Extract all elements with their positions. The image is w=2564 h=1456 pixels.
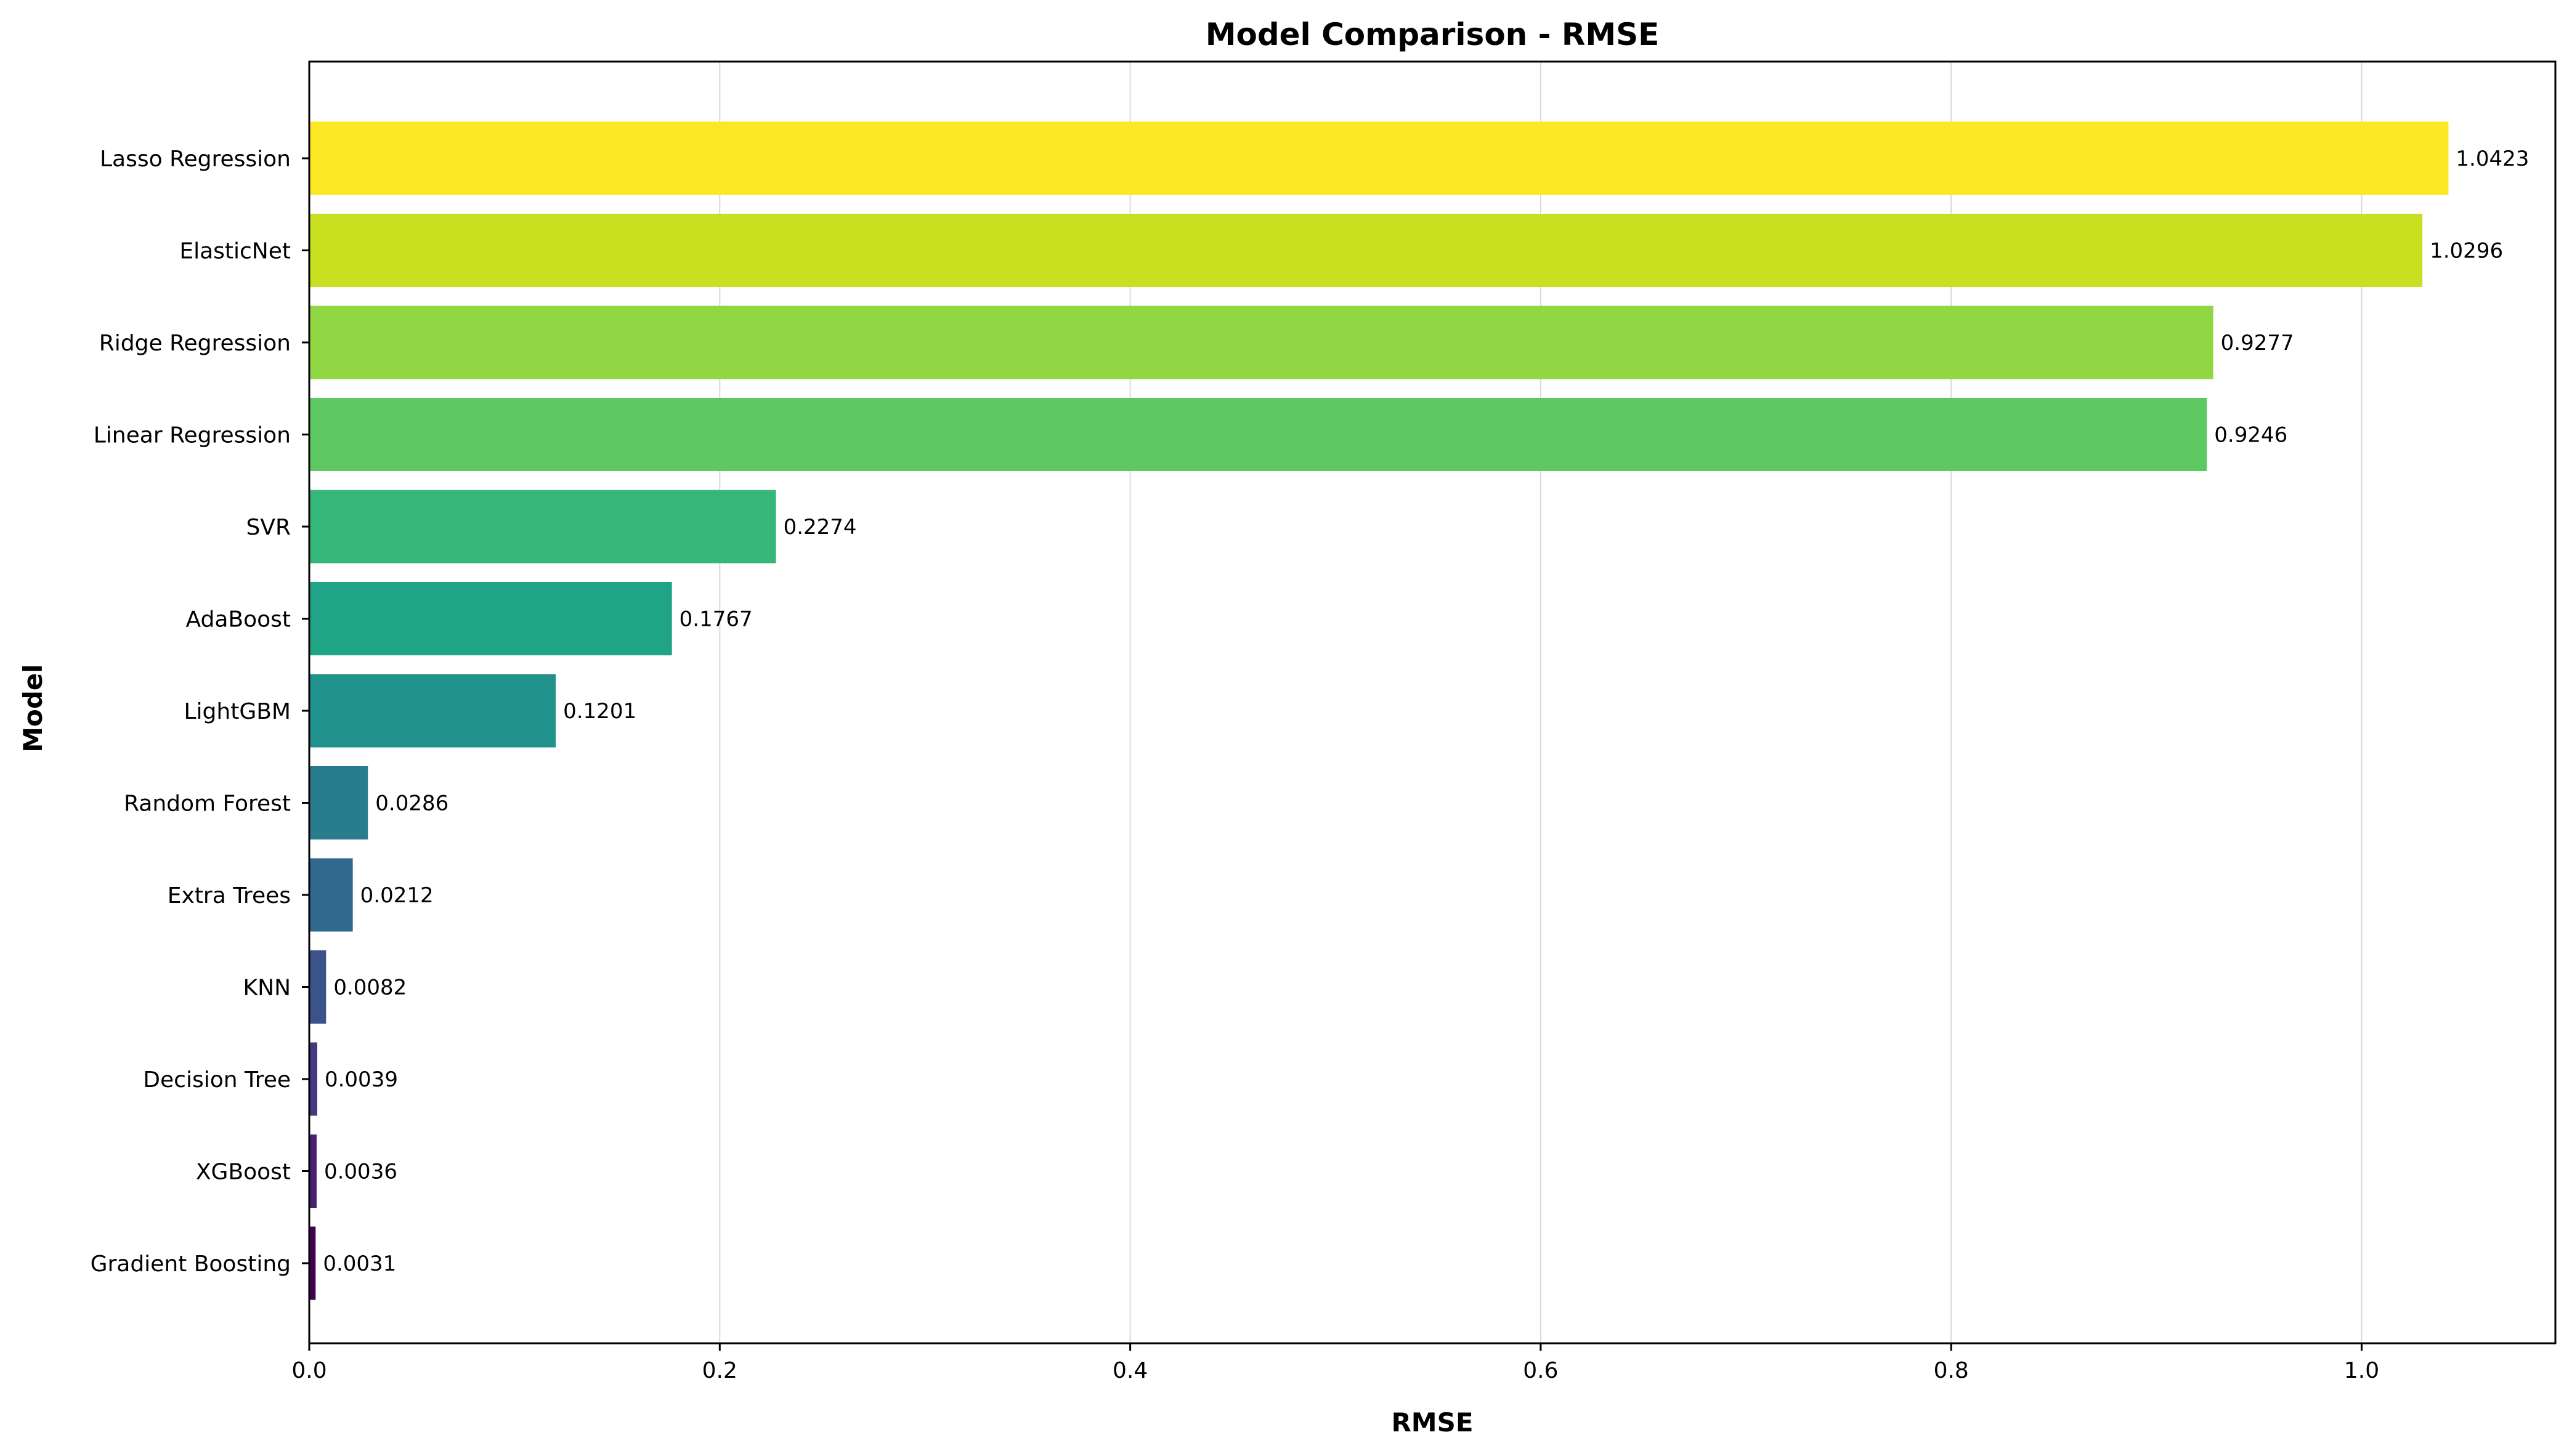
x-tick-label: 0.0 [291, 1358, 327, 1383]
value-label: 1.0423 [2456, 147, 2529, 171]
category-label: Ridge Regression [99, 331, 291, 356]
bar [309, 858, 353, 932]
x-tick-label: 0.2 [702, 1358, 737, 1383]
category-label: AdaBoost [185, 607, 291, 633]
value-label: 0.2274 [784, 515, 857, 540]
bar [309, 766, 368, 839]
category-label: KNN [243, 976, 291, 1001]
category-label: ElasticNet [179, 239, 291, 264]
category-label: Gradient Boosting [91, 1252, 291, 1277]
value-label: 0.9246 [2214, 423, 2287, 448]
x-tick-label: 0.6 [1523, 1358, 1558, 1383]
category-label: Extra Trees [168, 883, 291, 908]
bar [309, 490, 776, 564]
category-label: Lasso Regression [100, 147, 291, 172]
y-axis-label: Model [18, 664, 48, 753]
category-label: SVR [246, 515, 291, 540]
data-labels: 1.0423 1.0296 0.9277 0.9246 0.2274 0.1767 0.12… [323, 147, 2529, 1276]
x-tick-label: 1.0 [2344, 1358, 2379, 1383]
bar [309, 1134, 317, 1208]
plot-frame [308, 60, 2557, 1345]
category-label: Linear Regression [94, 423, 291, 448]
value-label: 0.9277 [2221, 331, 2294, 355]
y-axis-ticks: Lasso Regression ElasticNet Ridge Regressi… [91, 147, 309, 1277]
category-label: Random Forest [124, 791, 291, 817]
x-tick-label: 0.8 [1934, 1358, 1969, 1383]
category-label: XGBoost [196, 1160, 291, 1185]
value-label: 0.0082 [333, 976, 407, 1000]
bar [309, 121, 2449, 195]
value-label: 0.0286 [375, 791, 448, 816]
bar [309, 305, 2213, 379]
bar [309, 1226, 316, 1300]
value-label: 0.0039 [325, 1067, 398, 1092]
bar [309, 950, 327, 1024]
x-axis-ticks: 0.0 0.2 0.4 0.6 0.8 1.0 [291, 1343, 2379, 1383]
value-label: 0.0036 [324, 1160, 397, 1184]
x-axis-label: RMSE [1391, 1407, 1473, 1438]
value-label: 0.1201 [563, 699, 636, 724]
bar [309, 398, 2207, 471]
x-tick-label: 0.4 [1113, 1358, 1148, 1383]
bar [309, 1042, 317, 1116]
value-label: 0.1767 [680, 607, 753, 632]
bar [309, 582, 672, 655]
bars [309, 121, 2449, 1300]
bar [309, 674, 556, 748]
value-label: 0.0212 [360, 883, 434, 908]
bar [309, 214, 2423, 287]
category-label: LightGBM [184, 699, 291, 724]
value-label: 1.0296 [2430, 239, 2503, 264]
chart-title: Model Comparison - RMSE [1206, 17, 1660, 52]
category-label: Decision Tree [143, 1067, 291, 1093]
value-label: 0.0031 [323, 1252, 396, 1276]
